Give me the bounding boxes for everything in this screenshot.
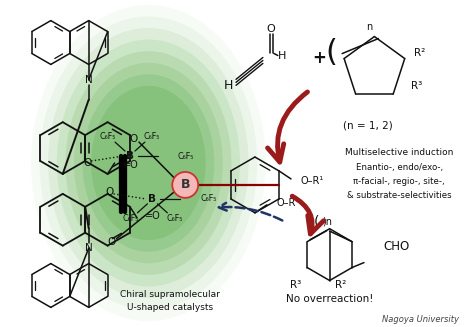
Text: O: O: [130, 134, 138, 144]
Text: B: B: [181, 179, 190, 191]
Text: Multiselective induction: Multiselective induction: [345, 147, 454, 157]
Text: R²: R²: [335, 281, 346, 290]
Ellipse shape: [91, 86, 206, 240]
Ellipse shape: [82, 74, 214, 252]
Text: C₆F₅: C₆F₅: [200, 194, 217, 203]
Text: B: B: [148, 194, 156, 204]
Text: O: O: [105, 187, 114, 197]
Text: B: B: [126, 151, 134, 161]
Text: )n: )n: [323, 216, 333, 226]
Text: O: O: [108, 237, 116, 247]
Text: U-shaped catalysts: U-shaped catalysts: [127, 303, 213, 312]
Text: & substrate-selectivities: & substrate-selectivities: [347, 191, 452, 200]
Ellipse shape: [65, 51, 231, 275]
Text: H: H: [278, 51, 286, 61]
Text: O–R¹: O–R¹: [301, 176, 324, 186]
Text: C₆F₅: C₆F₅: [100, 131, 116, 141]
Text: N: N: [85, 75, 92, 85]
Text: π-facial-, regio-, site-,: π-facial-, regio-, site-,: [354, 178, 445, 186]
Text: +: +: [313, 49, 327, 67]
Ellipse shape: [57, 40, 240, 286]
Text: R³: R³: [291, 281, 302, 290]
Text: H: H: [223, 79, 233, 92]
Text: =O: =O: [122, 160, 138, 170]
Text: R³: R³: [411, 81, 422, 91]
Circle shape: [172, 172, 198, 198]
Ellipse shape: [48, 28, 248, 298]
Text: No overreaction!: No overreaction!: [286, 294, 374, 304]
Text: (: (: [314, 214, 319, 228]
Text: O: O: [83, 158, 91, 168]
Ellipse shape: [40, 16, 257, 310]
Text: R²: R²: [414, 48, 426, 59]
Text: N: N: [85, 243, 92, 253]
Text: =O: =O: [145, 211, 161, 221]
Text: O: O: [266, 24, 275, 34]
Text: Enantio-, endo/exo-,: Enantio-, endo/exo-,: [356, 164, 443, 172]
Text: CHO: CHO: [383, 240, 410, 253]
Text: C₆F₅: C₆F₅: [122, 214, 139, 223]
Text: O–R¹: O–R¹: [277, 198, 300, 208]
Text: C₆F₅: C₆F₅: [178, 151, 194, 161]
Text: Nagoya University: Nagoya University: [382, 315, 459, 324]
Text: C₆F₅: C₆F₅: [144, 131, 160, 141]
Text: Chiral supramolecular: Chiral supramolecular: [120, 290, 220, 299]
Text: (n = 1, 2): (n = 1, 2): [343, 120, 392, 130]
Text: n: n: [366, 22, 373, 32]
Text: (: (: [326, 38, 337, 67]
Ellipse shape: [74, 63, 223, 263]
Text: C₆F₅: C₆F₅: [166, 214, 182, 223]
